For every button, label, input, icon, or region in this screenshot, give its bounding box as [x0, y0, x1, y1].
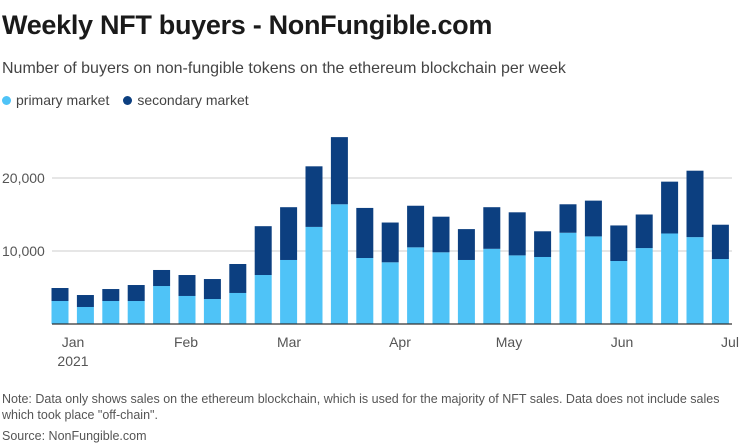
bar-secondary [483, 207, 501, 249]
x-tick-label: Mar [277, 334, 301, 350]
chart-source: Source: NonFungible.com [2, 429, 147, 443]
bar-secondary [686, 170, 704, 238]
legend-swatch-primary [2, 95, 11, 105]
x-tick-label: Jul [721, 334, 739, 350]
x-tick-label: Jun [611, 334, 634, 350]
legend-label-primary: primary market [16, 92, 110, 108]
x-tick-label: Jan [62, 334, 85, 350]
y-tick-label: 20,000 [2, 170, 45, 186]
bar-secondary [356, 207, 374, 259]
bar-primary [305, 226, 323, 324]
bar-secondary [407, 205, 425, 248]
bar-secondary [610, 225, 628, 262]
bar-secondary [534, 231, 552, 257]
bar-secondary [432, 216, 450, 253]
bar-primary [559, 232, 577, 324]
bar-primary [686, 237, 704, 324]
bar-primary [381, 262, 399, 324]
bar-primary [356, 258, 374, 324]
bar-secondary [229, 263, 247, 293]
legend-item-primary: primary market [2, 92, 109, 108]
bar-primary [203, 299, 221, 324]
bar-secondary [76, 295, 94, 307]
bar-primary [483, 248, 501, 324]
chart-subtitle: Number of buyers on non-fungible tokens … [2, 60, 566, 77]
bar-primary [51, 301, 69, 324]
bar-primary [432, 252, 450, 324]
bar-secondary [153, 269, 171, 287]
bar-secondary [381, 222, 399, 263]
bar-secondary [661, 181, 679, 234]
x-tick-label: Feb [174, 334, 198, 350]
x-tick-label: Apr [389, 334, 411, 350]
bar-secondary [51, 288, 69, 302]
legend: primary market secondary market [2, 92, 249, 108]
x-tick-year: 2021 [57, 353, 88, 369]
bar-secondary [305, 166, 323, 227]
bar-primary [635, 248, 653, 324]
bar-primary [178, 295, 196, 324]
bar-secondary [178, 275, 196, 296]
bar-primary [229, 292, 247, 324]
bar-primary [153, 286, 171, 324]
bar-primary [330, 204, 348, 324]
bar-primary [534, 256, 552, 324]
bar-secondary [584, 200, 602, 237]
x-tick-label: May [496, 334, 522, 350]
bar-primary [457, 259, 475, 324]
bar-primary [280, 259, 298, 324]
bar-primary [661, 233, 679, 324]
bar-primary [254, 275, 272, 324]
bar-primary [76, 306, 94, 324]
bar-primary [407, 247, 425, 324]
bar-secondary [254, 226, 272, 276]
legend-label-secondary: secondary market [137, 92, 249, 108]
bar-secondary [635, 214, 653, 249]
bar-primary [584, 236, 602, 324]
bar-primary [711, 259, 729, 324]
bar-secondary [330, 137, 348, 205]
bar-secondary [203, 279, 221, 300]
chart-note: Note: Data only shows sales on the ether… [2, 392, 720, 422]
bar-primary [508, 255, 526, 324]
bar-secondary [127, 285, 145, 302]
bar-primary [610, 261, 628, 324]
bar-primary [102, 301, 120, 324]
bar-secondary [102, 289, 120, 302]
bar-primary [127, 301, 145, 324]
bar-secondary [280, 207, 298, 260]
bar-secondary [711, 224, 729, 260]
chart-title: Weekly NFT buyers - NonFungible.com [2, 10, 493, 40]
y-tick-label: 10,000 [2, 243, 45, 259]
bar-secondary [508, 212, 526, 256]
bar-secondary [457, 229, 475, 260]
legend-item-secondary: secondary market [123, 92, 249, 108]
legend-swatch-secondary [123, 95, 133, 105]
bar-secondary [559, 204, 577, 233]
